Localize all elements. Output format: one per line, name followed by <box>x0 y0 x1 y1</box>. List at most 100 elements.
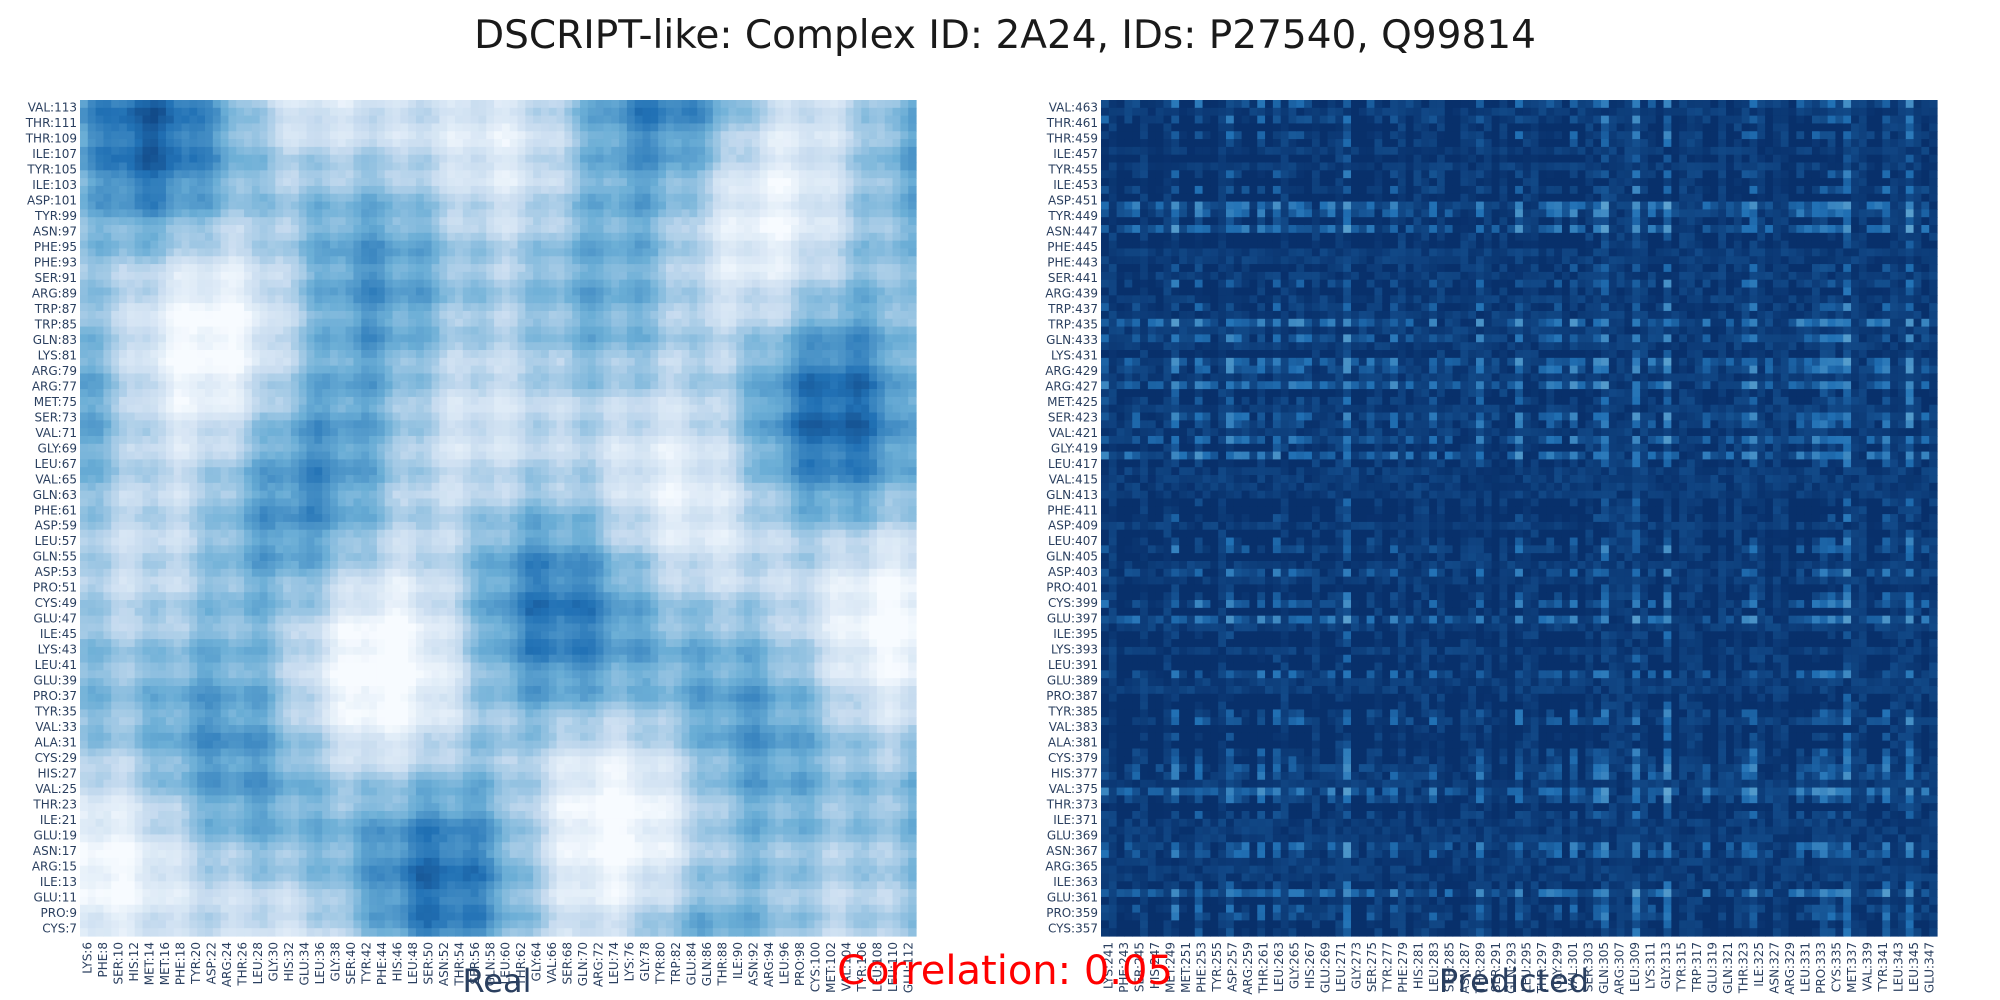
heatmap-cell <box>213 545 221 553</box>
heatmap-cell <box>346 639 354 647</box>
heatmap-cell <box>275 498 283 506</box>
heatmap-cell <box>119 327 127 335</box>
heatmap-cell <box>322 202 330 210</box>
heatmap-cell <box>80 506 88 514</box>
heatmap-cell <box>330 639 338 647</box>
heatmap-cell <box>189 850 197 858</box>
heatmap-cell <box>182 116 190 124</box>
heatmap-cell <box>135 592 143 600</box>
heatmap-cell <box>252 295 260 303</box>
heatmap-cell <box>322 303 330 311</box>
heatmap-cell <box>307 288 315 296</box>
heatmap-cell <box>150 913 158 921</box>
heatmap-cell <box>393 139 401 147</box>
heatmap-cell <box>338 631 346 639</box>
heatmap-cell <box>143 616 151 624</box>
heatmap-cell <box>385 639 393 647</box>
heatmap-cell <box>103 920 111 928</box>
heatmap-cell <box>80 772 88 780</box>
heatmap-cell <box>330 366 338 374</box>
heatmap-cell <box>213 233 221 241</box>
heatmap-cell <box>338 850 346 858</box>
heatmap-cell <box>88 600 96 608</box>
heatmap-cell <box>197 420 205 428</box>
heatmap-cell <box>88 413 96 421</box>
heatmap-cell <box>299 350 307 358</box>
heatmap-cell <box>322 913 330 921</box>
heatmap-cell <box>322 366 330 374</box>
heatmap-cell <box>119 280 127 288</box>
heatmap-cell <box>236 452 244 460</box>
heatmap-cell <box>174 631 182 639</box>
heatmap-cell <box>182 577 190 585</box>
heatmap-cell <box>189 670 197 678</box>
heatmap-cell <box>307 428 315 436</box>
heatmap-cell <box>244 241 252 249</box>
heatmap-cell <box>158 288 166 296</box>
heatmap-cell <box>353 694 361 702</box>
heatmap-cell <box>268 881 276 889</box>
heatmap-cell <box>197 538 205 546</box>
heatmap-cell <box>143 530 151 538</box>
heatmap-cell <box>307 748 315 756</box>
heatmap-cell <box>283 366 291 374</box>
heatmap-cell <box>135 553 143 561</box>
heatmap-cell <box>111 108 119 116</box>
heatmap-cell <box>400 334 408 342</box>
heatmap-cell <box>361 280 369 288</box>
heatmap-cell <box>283 811 291 819</box>
heatmap-cell <box>400 655 408 663</box>
heatmap-cell <box>408 194 416 202</box>
heatmap-cell <box>205 647 213 655</box>
heatmap-cell <box>346 881 354 889</box>
heatmap-cell <box>260 170 268 178</box>
heatmap-cell <box>252 397 260 405</box>
heatmap-cell <box>299 850 307 858</box>
heatmap-cell <box>353 202 361 210</box>
heatmap-cell <box>182 772 190 780</box>
heatmap-cell <box>291 506 299 514</box>
heatmap-cell <box>307 108 315 116</box>
heatmap-cell <box>424 498 432 506</box>
heatmap-cell <box>166 905 174 913</box>
heatmap-cell <box>96 373 104 381</box>
heatmap-cell <box>408 342 416 350</box>
heatmap-cell <box>393 514 401 522</box>
heatmap-cell <box>291 530 299 538</box>
heatmap-cell <box>432 733 440 741</box>
heatmap-cell <box>213 491 221 499</box>
heatmap-cell <box>205 163 213 171</box>
heatmap-cell <box>424 420 432 428</box>
heatmap-cell <box>150 342 158 350</box>
heatmap-cell <box>299 475 307 483</box>
heatmap-cell <box>135 678 143 686</box>
heatmap-cell <box>228 248 236 256</box>
heatmap-cell <box>408 764 416 772</box>
heatmap-cell <box>338 350 346 358</box>
heatmap-cell <box>244 530 252 538</box>
heatmap-cell <box>385 764 393 772</box>
heatmap-cell <box>103 194 111 202</box>
heatmap-cell <box>400 444 408 452</box>
heatmap-cell <box>166 733 174 741</box>
heatmap-cell <box>143 288 151 296</box>
heatmap-cell <box>189 491 197 499</box>
heatmap-cell <box>260 756 268 764</box>
heatmap-cell <box>150 788 158 796</box>
heatmap-cell <box>189 811 197 819</box>
heatmap-cell <box>88 772 96 780</box>
heatmap-cell <box>307 874 315 882</box>
heatmap-cell <box>393 452 401 460</box>
heatmap-cell <box>283 928 291 936</box>
heatmap-cell <box>189 131 197 139</box>
heatmap-cell <box>353 803 361 811</box>
heatmap-cell <box>80 780 88 788</box>
heatmap-cell <box>158 311 166 319</box>
heatmap-cell <box>228 264 236 272</box>
heatmap-cell <box>197 569 205 577</box>
heatmap-cell <box>88 850 96 858</box>
heatmap-cell <box>127 498 135 506</box>
heatmap-cell <box>307 866 315 874</box>
heatmap-cell <box>291 678 299 686</box>
heatmap-cell <box>268 358 276 366</box>
